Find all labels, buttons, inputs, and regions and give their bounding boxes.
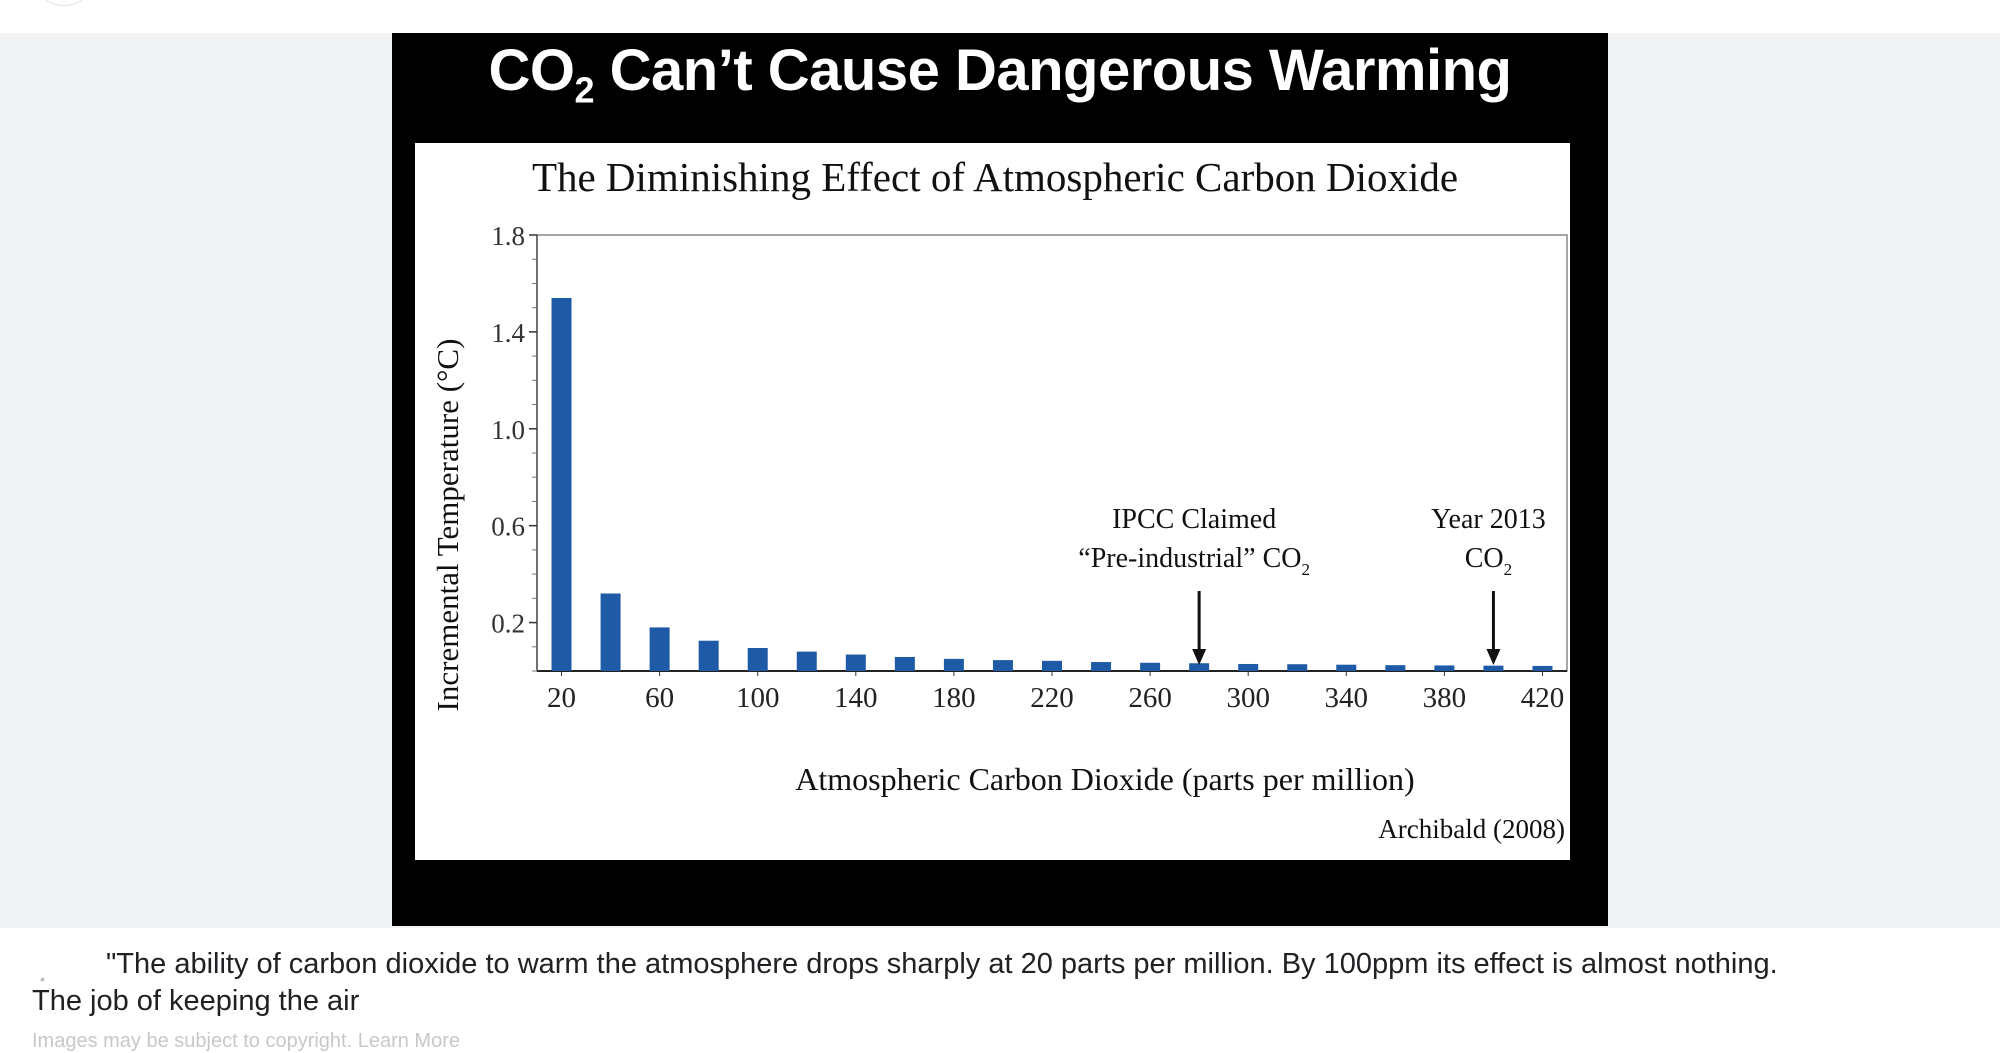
bar bbox=[698, 640, 719, 671]
bar bbox=[747, 647, 768, 671]
bar bbox=[1483, 665, 1504, 671]
source-dot-icon: • bbox=[40, 971, 45, 987]
slide-title-subscript: 2 bbox=[574, 69, 595, 111]
plot-frame bbox=[536, 234, 1568, 672]
slide-title-rest: Can’t Cause Dangerous Warming bbox=[594, 38, 1512, 103]
bar bbox=[1042, 660, 1062, 671]
slide-title-co: CO bbox=[488, 38, 576, 103]
x-tick-label: 260 bbox=[1128, 682, 1172, 714]
image-caption: "The ability of carbon dioxide to warm t… bbox=[32, 948, 1778, 1017]
bar bbox=[1238, 663, 1259, 671]
bar bbox=[1336, 664, 1357, 671]
y-tick-label: 0.2 bbox=[491, 609, 525, 639]
x-tick-label: 340 bbox=[1325, 682, 1369, 714]
slide-image: CO2 Can’t Cause Dangerous Warming The Di… bbox=[392, 33, 1608, 926]
top-strip bbox=[0, 0, 2000, 33]
bar bbox=[1140, 662, 1161, 671]
x-tick-label: 60 bbox=[645, 682, 674, 714]
annotation-line2: “Pre-industrial” CO2 bbox=[1078, 543, 1310, 579]
plot-area: 0.2 0.6 1.0 1.4 1.8 20 60 100 140 180 220 260 300 340… bbox=[491, 221, 1568, 714]
chart-title: The Diminishing Effect of Atmospheric Ca… bbox=[532, 154, 1458, 200]
annotation-line1: Year 2013 bbox=[1431, 504, 1546, 535]
y-tick-label: 1.8 bbox=[491, 221, 525, 251]
x-tick-label: 380 bbox=[1423, 682, 1467, 714]
caption-panel: • "The ability of carbon dioxide to warm… bbox=[0, 928, 2000, 1053]
annotation-arrow-head bbox=[1486, 649, 1501, 665]
copyright-notice: Images may be subject to copyright. Lear… bbox=[32, 1030, 460, 1053]
annotation-line2: CO2 bbox=[1465, 543, 1512, 579]
y-tick-label: 0.6 bbox=[491, 512, 525, 542]
learn-more-link[interactable]: Learn More bbox=[357, 1030, 460, 1052]
bar bbox=[894, 656, 915, 671]
bar bbox=[1385, 665, 1406, 671]
slide-title: CO2 Can’t Cause Dangerous Warming bbox=[392, 37, 1608, 112]
bar bbox=[1287, 664, 1308, 671]
annotation-subscript: 2 bbox=[1504, 560, 1513, 579]
x-tick-label: 300 bbox=[1226, 682, 1270, 714]
y-axis-label: Incremental Temperature (°C) bbox=[430, 339, 465, 712]
bar bbox=[1532, 665, 1553, 671]
bar bbox=[943, 658, 964, 671]
bar bbox=[992, 660, 1013, 671]
annotation-arrow-head bbox=[1192, 649, 1207, 665]
bar bbox=[600, 593, 621, 671]
y-tick-label: 1.0 bbox=[491, 415, 525, 445]
x-tick-label: 100 bbox=[736, 682, 780, 714]
image-viewer: CO2 Can’t Cause Dangerous Warming The Di… bbox=[0, 33, 2000, 928]
source-credit: Archibald (2008) bbox=[1378, 814, 1565, 844]
x-tick-label: 20 bbox=[547, 682, 576, 714]
bar bbox=[551, 297, 572, 671]
bar bbox=[796, 651, 817, 671]
bar bbox=[649, 627, 670, 671]
annotation-subscript: 2 bbox=[1301, 560, 1310, 579]
annotation-line1: IPCC Claimed bbox=[1112, 504, 1276, 535]
x-axis-label: Atmospheric Carbon Dioxide (parts per mi… bbox=[795, 761, 1414, 797]
bar bbox=[1189, 663, 1210, 671]
x-tick-label: 220 bbox=[1030, 682, 1074, 714]
x-tick-label: 180 bbox=[932, 682, 976, 714]
bar bbox=[1434, 665, 1455, 671]
chart-card: The Diminishing Effect of Atmospheric Ca… bbox=[415, 143, 1570, 860]
bar-chart: The Diminishing Effect of Atmospheric Ca… bbox=[430, 154, 1568, 844]
copyright-text: Images may be subject to copyright. bbox=[32, 1030, 353, 1052]
x-tick-label: 140 bbox=[834, 682, 878, 714]
bar bbox=[1091, 662, 1112, 671]
y-tick-label: 1.4 bbox=[491, 318, 525, 348]
x-tick-label: 420 bbox=[1521, 682, 1565, 714]
bar bbox=[845, 654, 866, 671]
menu-icon[interactable] bbox=[32, 0, 96, 6]
